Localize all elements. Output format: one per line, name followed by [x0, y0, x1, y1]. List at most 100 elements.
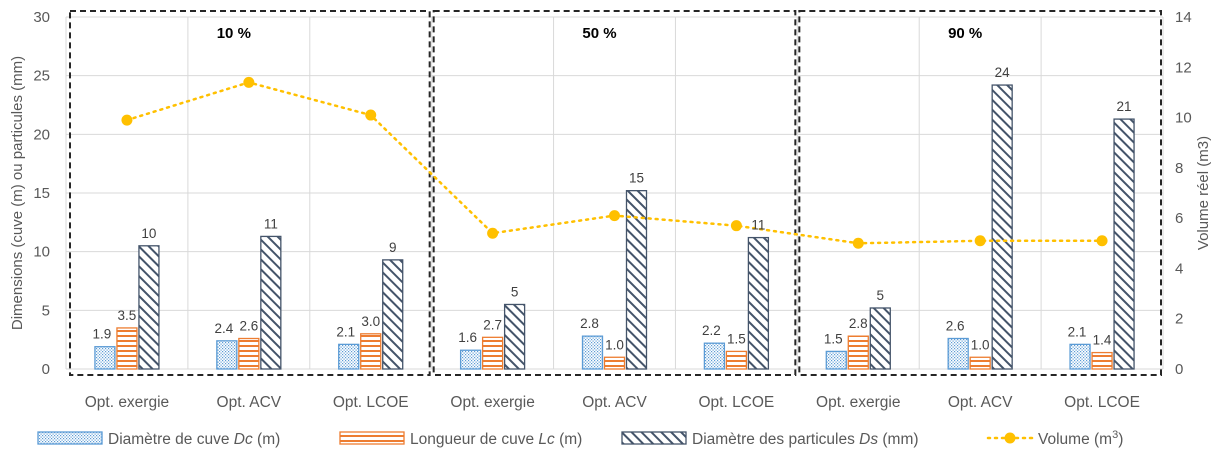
bar-diametre-particules	[1113, 118, 1135, 370]
y-right-tick-label: 2	[1175, 311, 1183, 328]
data-label-diametre-cuve: 1.6	[458, 330, 477, 345]
volume-point	[730, 220, 742, 232]
legend: Diamètre de cuve Dc (m) Longueur de cuve …	[37, 429, 1123, 448]
grid-layer	[65, 16, 1164, 370]
x-category-label: Opt. exergie	[450, 394, 534, 411]
legend-label: Diamètre des particules Ds (mm)	[692, 431, 919, 448]
y-right-tick-label: 10	[1175, 110, 1192, 127]
y-left-tick-label: 5	[42, 302, 50, 319]
y-left-tick-label: 10	[33, 244, 50, 261]
bar-diametre-cuve	[825, 350, 847, 370]
volume-point	[609, 210, 620, 222]
y-left-tick-label: 0	[42, 361, 50, 378]
bar-longueur-cuve	[1091, 351, 1113, 370]
panel-title: 50 %	[582, 25, 616, 42]
legend-swatch	[339, 431, 405, 445]
y-right-tick-label: 14	[1175, 9, 1192, 26]
bar-diametre-cuve	[581, 335, 604, 370]
x-category-label: Opt. LCOE	[698, 394, 774, 411]
bar-diametre-particules	[503, 303, 526, 370]
data-label-longueur-cuve: 3.5	[118, 308, 137, 323]
x-category-label: Opt. ACV	[582, 394, 647, 411]
data-label-diametre-cuve: 2.2	[702, 323, 721, 338]
bar-diametre-cuve	[338, 343, 360, 370]
bar-diametre-cuve	[94, 346, 116, 370]
bar-diametre-cuve	[216, 340, 238, 370]
legend-item-longueur-cuve: Longueur de cuve Lc (m)	[339, 431, 582, 448]
panel-title: 10 %	[217, 25, 251, 42]
data-label-longueur-cuve: 1.0	[605, 337, 624, 352]
y-right-tick-label: 8	[1175, 160, 1183, 177]
bar-diametre-cuve	[1069, 343, 1091, 370]
data-label-longueur-cuve: 3.0	[361, 314, 380, 329]
x-category-label: Opt. ACV	[948, 394, 1013, 411]
y-right-tick-label: 6	[1175, 210, 1183, 227]
volume-point	[121, 114, 133, 126]
data-label-diametre-particules: 5	[877, 288, 885, 303]
x-category-label: Opt. exergie	[85, 394, 169, 411]
bar-longueur-cuve	[360, 333, 382, 370]
data-label-diametre-particules: 9	[389, 240, 397, 255]
volume-point	[1096, 235, 1108, 247]
y-left-tick-label: 15	[33, 185, 50, 202]
bar-longueur-cuve	[603, 356, 626, 370]
bar-longueur-cuve	[481, 336, 504, 370]
data-label-diametre-cuve: 1.9	[93, 327, 112, 342]
volume-point	[487, 227, 499, 239]
x-category-label: Opt. ACV	[217, 394, 282, 411]
x-category-label: Opt. LCOE	[1064, 394, 1140, 411]
panel-frame	[69, 10, 431, 376]
bar-diametre-particules	[138, 245, 160, 370]
bar-longueur-cuve	[969, 356, 991, 370]
legend-swatch-marker	[1004, 432, 1016, 444]
data-label-diametre-particules: 21	[1117, 99, 1132, 114]
bar-diametre-particules	[869, 307, 891, 370]
data-label-diametre-particules: 11	[751, 218, 765, 233]
data-label-longueur-cuve: 2.7	[483, 317, 502, 332]
legend-swatch	[621, 431, 687, 445]
data-label-longueur-cuve: 2.8	[849, 316, 868, 331]
bar-longueur-cuve	[847, 335, 869, 370]
bar-diametre-particules	[991, 84, 1013, 370]
bar-diametre-particules	[625, 190, 648, 370]
bar-longueur-cuve	[116, 327, 138, 370]
volume-point	[365, 109, 377, 121]
y-left-tick-label: 25	[33, 68, 50, 85]
legend-label: Volume (m3)	[1038, 429, 1123, 448]
panel-frame	[432, 10, 797, 376]
panel-frame	[798, 10, 1162, 376]
volume-line-layer	[121, 76, 1108, 249]
data-label-diametre-particules: 11	[264, 216, 278, 231]
panel-frames	[69, 10, 1162, 376]
bar-diametre-cuve	[703, 342, 726, 370]
legend-label: Diamètre de cuve Dc (m)	[108, 431, 280, 448]
data-label-longueur-cuve: 2.6	[239, 318, 258, 333]
data-label-diametre-cuve: 2.8	[580, 316, 599, 331]
data-label-diametre-cuve: 2.1	[1068, 324, 1087, 339]
y-right-tick-label: 4	[1175, 260, 1183, 277]
x-category-label: Opt. LCOE	[333, 394, 409, 411]
data-label-diametre-cuve: 2.6	[946, 318, 965, 333]
legend-label: Longueur de cuve Lc (m)	[410, 431, 582, 448]
volume-point	[852, 237, 864, 249]
legend-swatch	[37, 431, 103, 445]
y-left-tick-label: 30	[33, 9, 50, 26]
bar-longueur-cuve	[238, 337, 260, 370]
data-label-longueur-cuve: 1.0	[971, 337, 990, 352]
label-layer: 10 % 1.9 3.5 10 2.4 2.6 11 2.1 3.0 9 50 % 1.6 2.7 5 2.…	[93, 25, 1132, 352]
legend-item-diametre-cuve: Diamètre de cuve Dc (m)	[37, 431, 280, 448]
volume-point	[974, 235, 986, 247]
legend-item-diametre-particules: Diamètre des particules Ds (mm)	[621, 431, 919, 448]
data-label-longueur-cuve: 1.5	[727, 331, 746, 346]
bar-layer	[94, 84, 1135, 370]
panel-title: 90 %	[948, 25, 982, 42]
volume-point	[243, 76, 255, 88]
y-right-axis-title: Volume réel (m3)	[1195, 136, 1212, 250]
bar-diametre-particules	[382, 259, 404, 370]
data-label-diametre-cuve: 2.4	[214, 321, 233, 336]
y-right-tick-label: 12	[1175, 59, 1192, 76]
data-label-diametre-particules: 24	[995, 65, 1011, 80]
